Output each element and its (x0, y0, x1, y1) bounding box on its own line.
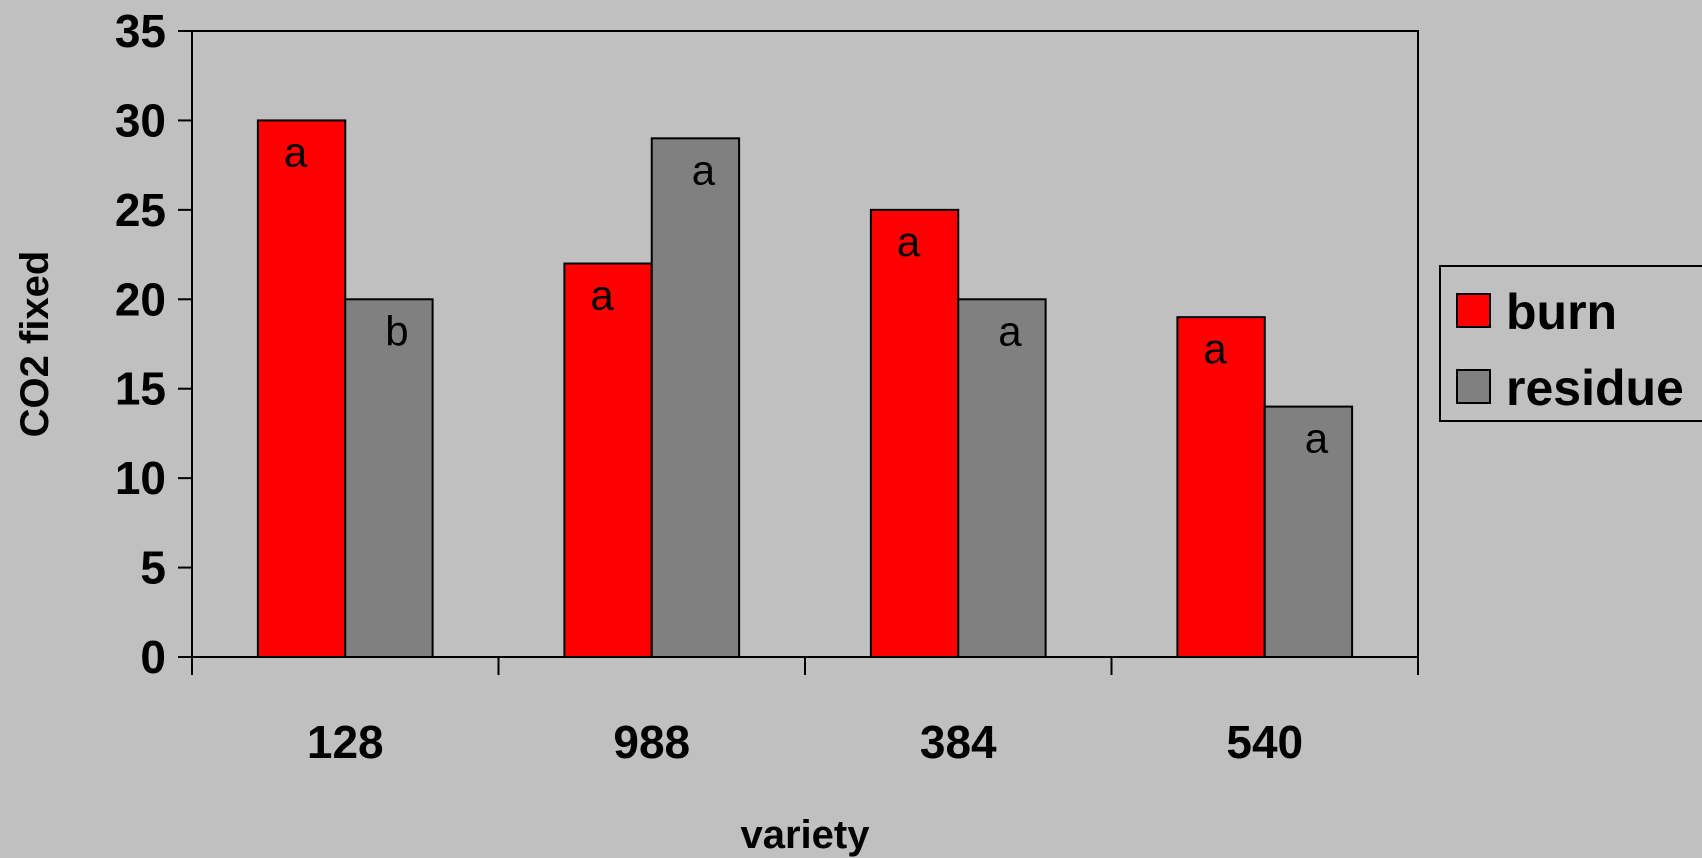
bar-residue-540 (1263, 405, 1354, 658)
x-tick-label: 988 (613, 716, 690, 768)
bar-label: a (897, 218, 921, 265)
legend-swatch-burn (1456, 293, 1491, 328)
bar-burn-988 (563, 262, 653, 658)
y-axis-title: CO2 fixed (13, 251, 57, 438)
bar-label: a (998, 307, 1022, 354)
y-tick-label: 25 (115, 184, 166, 236)
y-tick-label: 20 (115, 273, 166, 325)
bar-residue-384 (957, 298, 1047, 658)
legend: burn residue (1439, 265, 1702, 422)
legend-swatch-residue (1456, 369, 1491, 404)
bar-residue-988 (650, 137, 741, 659)
bar-label: a (284, 128, 308, 175)
bar-label: a (1203, 325, 1227, 372)
y-tick-label: 30 (115, 94, 166, 146)
x-tick-label: 384 (920, 716, 997, 768)
bar-burn-128 (256, 119, 347, 658)
bar-label: a (692, 146, 716, 193)
y-tick-label: 0 (140, 631, 166, 683)
legend-label-burn: burn (1506, 284, 1617, 340)
y-axis: 0 5 10 15 20 25 30 35 (115, 5, 192, 683)
bars-group (256, 119, 1354, 659)
y-tick-label: 15 (115, 363, 166, 415)
bar-label: a (1305, 415, 1329, 462)
x-axis: 128 988 384 540 (191, 657, 1419, 768)
x-tick-label: 540 (1226, 716, 1303, 768)
bar-label: b (385, 307, 408, 354)
x-tick-label: 128 (307, 716, 384, 768)
bar-label: a (590, 272, 614, 319)
y-tick-label: 35 (115, 5, 166, 57)
x-axis-title: variety (741, 813, 871, 857)
bar-labels-group: a b a a a a a a (284, 128, 1329, 461)
bar-burn-384 (869, 208, 960, 658)
legend-label-residue: residue (1506, 360, 1684, 416)
y-tick-label: 5 (140, 542, 166, 594)
bar-residue-128 (344, 298, 434, 658)
y-tick-label: 10 (115, 452, 166, 504)
